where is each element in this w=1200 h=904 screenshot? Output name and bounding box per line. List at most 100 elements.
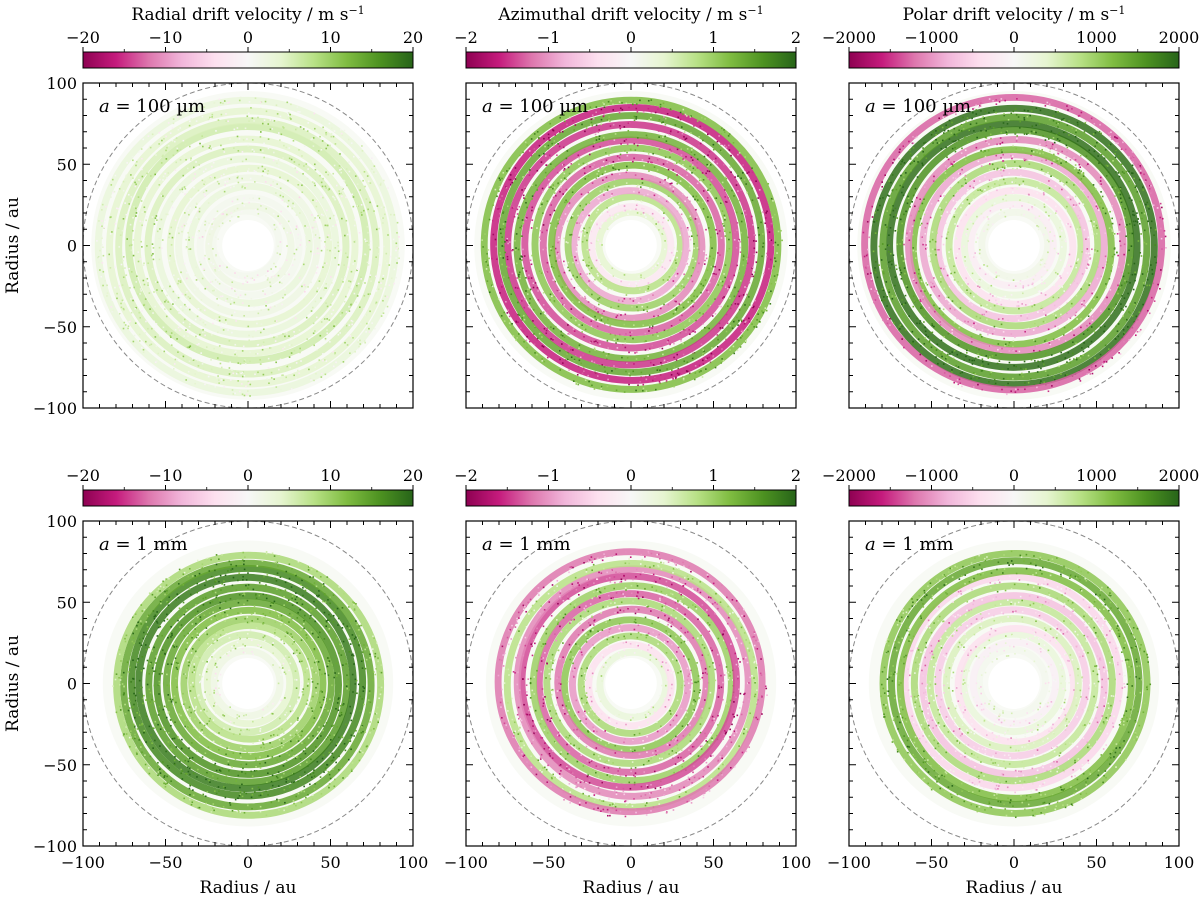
particle	[202, 328, 204, 331]
drift-ring	[978, 208, 1052, 281]
particle	[672, 313, 675, 315]
particle	[1004, 165, 1007, 168]
particle	[214, 289, 217, 292]
particle	[167, 122, 170, 124]
particle	[344, 341, 346, 344]
particle	[580, 362, 583, 365]
particle	[219, 362, 222, 365]
particle	[1098, 162, 1100, 164]
particle	[948, 302, 951, 305]
particle	[732, 320, 735, 323]
particle	[357, 347, 360, 350]
particle	[640, 276, 642, 279]
particle	[254, 373, 256, 376]
particle	[958, 285, 960, 288]
drift-ring	[125, 123, 370, 364]
particle	[277, 274, 280, 277]
particle	[132, 340, 135, 343]
particle	[509, 241, 511, 243]
particle	[1087, 252, 1090, 255]
particle	[1076, 259, 1079, 261]
particle	[552, 279, 554, 281]
particle	[726, 322, 729, 325]
particle	[1113, 247, 1116, 249]
particle	[198, 207, 201, 210]
particle	[356, 285, 358, 288]
particle	[347, 266, 350, 268]
particle	[1058, 132, 1061, 134]
particle	[145, 209, 147, 212]
particle	[639, 298, 642, 300]
particle	[345, 196, 347, 199]
particle	[593, 347, 596, 350]
particle	[143, 224, 145, 227]
particle	[924, 290, 926, 293]
particle	[978, 279, 981, 281]
particle	[293, 205, 296, 208]
particle	[111, 310, 113, 313]
particle	[683, 131, 686, 133]
particle	[966, 291, 969, 294]
particle	[1014, 336, 1016, 339]
particle	[988, 191, 990, 194]
particle	[203, 106, 206, 109]
particle	[915, 282, 918, 284]
particle	[771, 269, 773, 272]
particle	[596, 261, 599, 263]
particle	[624, 313, 627, 316]
particle	[648, 213, 651, 215]
particle	[672, 378, 674, 380]
particle	[545, 164, 547, 166]
particle	[881, 243, 884, 245]
particle	[629, 331, 631, 334]
particle	[177, 310, 180, 313]
particle	[946, 233, 949, 236]
particle	[218, 345, 221, 347]
particle	[1027, 327, 1030, 330]
particle	[324, 372, 326, 374]
particle	[657, 308, 660, 311]
particle	[653, 166, 656, 168]
particle	[661, 207, 664, 209]
particle	[184, 143, 187, 146]
particle	[744, 156, 746, 158]
particle	[1116, 291, 1119, 294]
particle	[676, 372, 679, 375]
particle	[694, 372, 697, 374]
particle	[665, 200, 668, 203]
particle	[334, 329, 337, 332]
particle	[165, 315, 168, 318]
particle	[270, 184, 272, 187]
particle	[307, 286, 309, 288]
particle	[1074, 314, 1077, 317]
particle	[279, 358, 282, 361]
particle	[909, 163, 912, 165]
particle	[1044, 340, 1046, 342]
particle	[498, 217, 501, 219]
particle	[262, 341, 265, 344]
particle	[322, 196, 324, 199]
particle	[740, 231, 742, 234]
particle	[1069, 198, 1072, 201]
particle	[1048, 214, 1050, 217]
particle	[298, 329, 301, 332]
particle	[542, 248, 544, 251]
particle	[1065, 156, 1068, 159]
particle	[248, 201, 250, 204]
particle	[991, 163, 994, 166]
particle	[657, 221, 660, 223]
particle	[595, 319, 597, 321]
particle	[547, 319, 550, 321]
particle	[161, 139, 163, 142]
particle	[954, 146, 956, 149]
particle	[923, 321, 925, 323]
particle	[1063, 184, 1065, 186]
particle	[695, 195, 698, 198]
particle	[264, 181, 267, 183]
particle	[694, 365, 697, 367]
particle	[984, 136, 987, 139]
particle	[693, 289, 696, 292]
particle	[234, 343, 237, 346]
particle	[567, 166, 570, 169]
particle	[1033, 349, 1035, 352]
